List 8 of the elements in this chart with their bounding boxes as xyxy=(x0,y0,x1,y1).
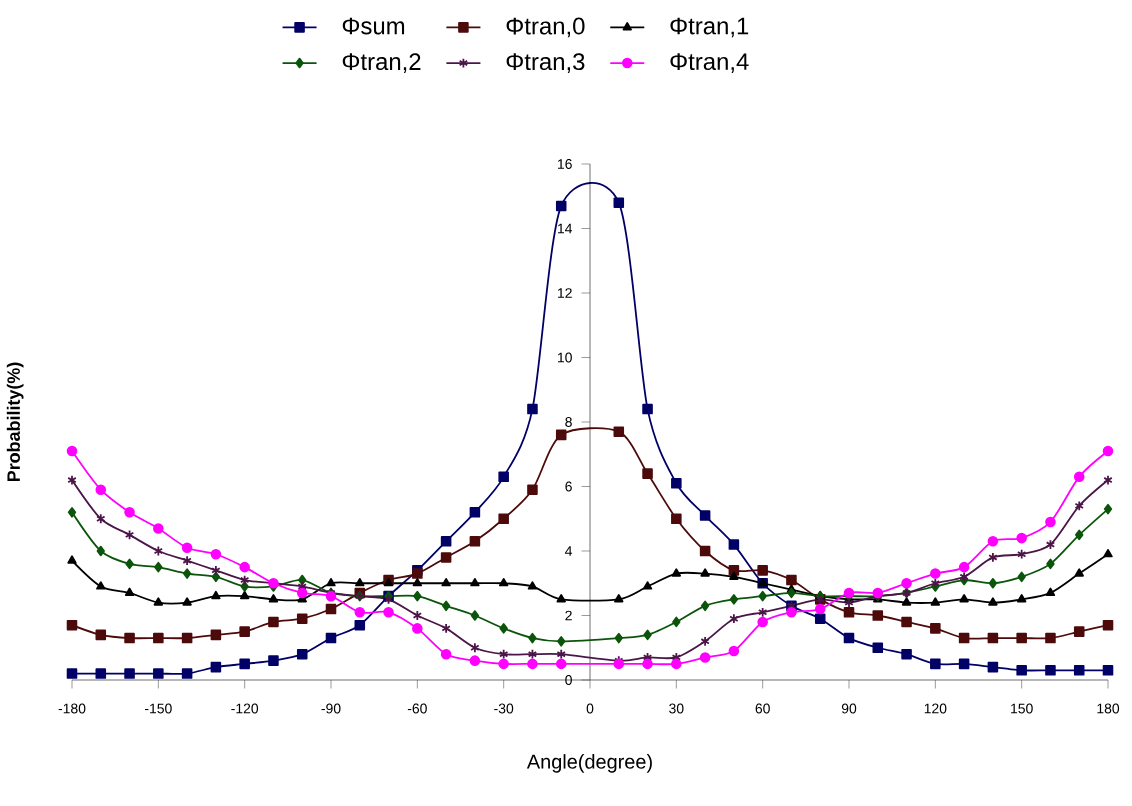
legend-label: Φtran,2 xyxy=(342,53,421,73)
y-axis-title: Probability(%) xyxy=(6,362,24,482)
legend-label: Φtran,3 xyxy=(506,53,585,73)
legend-label: Φtran,0 xyxy=(506,17,585,38)
legend-label: Φtran,1 xyxy=(670,17,749,38)
x-axis-title: Angle(degree) xyxy=(526,754,652,773)
legend-label: Φtran,4 xyxy=(670,53,749,73)
legend-label: Φsum xyxy=(342,17,405,35)
